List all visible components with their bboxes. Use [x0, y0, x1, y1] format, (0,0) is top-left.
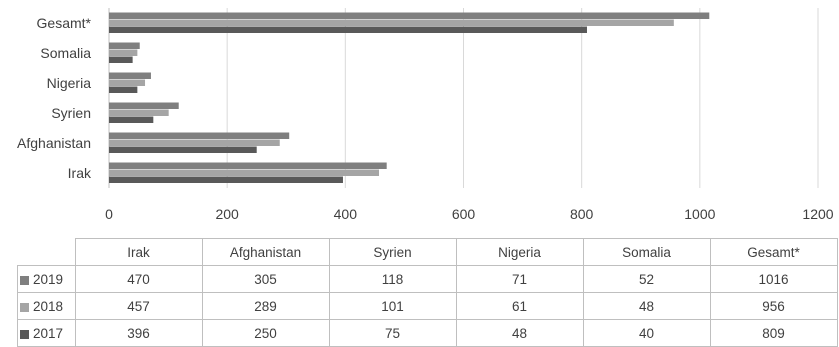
data-table-cell: 48	[582, 292, 711, 320]
bar	[109, 162, 387, 169]
data-table-cell: 1016	[709, 265, 838, 293]
bar	[109, 42, 140, 49]
x-tick-label: 200	[215, 206, 239, 222]
bar	[109, 49, 138, 56]
series-name: 2018	[33, 298, 64, 314]
data-table-cell: 457	[74, 292, 203, 320]
category-label: Afghanistan	[17, 135, 91, 151]
bar	[109, 146, 257, 153]
data-table-cell: 956	[709, 292, 838, 320]
bar	[109, 132, 290, 139]
bar	[109, 139, 280, 146]
data-table-cell: 75	[328, 319, 457, 347]
table-header-cell: Syrien	[328, 238, 457, 266]
bar	[109, 169, 380, 176]
data-table-cell: 396	[74, 319, 203, 347]
legend-swatch	[20, 329, 29, 339]
bar	[109, 56, 133, 63]
data-table-row: 2018 457 289 101 61 48 956	[17, 292, 838, 320]
table-header-cell: Irak	[74, 238, 203, 266]
category-label: Nigeria	[47, 75, 92, 91]
data-table-cell: 101	[328, 292, 457, 320]
bar	[109, 109, 169, 116]
x-tick-label: 400	[334, 206, 358, 222]
bar	[109, 26, 587, 33]
bar	[109, 72, 151, 79]
series-key: 2019	[17, 265, 76, 293]
x-axis-tick-labels: 0 200 400 600 800 1000 1200	[105, 206, 834, 222]
x-tick-label: 600	[452, 206, 476, 222]
data-table-cell: 470	[74, 265, 203, 293]
table-header-cell: Gesamt*	[709, 238, 838, 266]
data-table-cell: 305	[201, 265, 330, 293]
bars	[109, 12, 710, 183]
table-header-cell: Afghanistan	[201, 238, 330, 266]
gridlines	[108, 8, 819, 188]
table-header-cell: Nigeria	[455, 238, 584, 266]
data-table-cell: 48	[455, 319, 584, 347]
x-tick-label: 1000	[684, 206, 715, 222]
data-table-cell: 71	[455, 265, 584, 293]
data-table-cell: 61	[455, 292, 584, 320]
data-table-cell: 40	[582, 319, 711, 347]
data-table-cell: 118	[328, 265, 457, 293]
category-label: Gesamt*	[37, 15, 92, 31]
bar	[109, 79, 146, 86]
category-label: Somalia	[40, 45, 91, 61]
category-labels: Irak Afghanistan Syrien Nigeria Somalia Gesam…	[17, 15, 92, 181]
data-table-cell: 289	[201, 292, 330, 320]
bar	[109, 102, 179, 109]
bar-chart: Irak Afghanistan Syrien Nigeria Somalia Gesam…	[17, 8, 834, 222]
data-table: Irak Afghanistan Syrien Nigeria Somalia …	[17, 238, 838, 347]
legend-swatch	[20, 275, 29, 285]
category-label: Irak	[68, 165, 92, 181]
bar	[109, 116, 154, 123]
data-table-cell: 250	[201, 319, 330, 347]
x-tick-label: 800	[570, 206, 594, 222]
bar	[109, 19, 674, 26]
table-header-cell: Somalia	[582, 238, 711, 266]
table-corner	[17, 238, 76, 266]
x-tick-label: 1200	[802, 206, 833, 222]
bar	[109, 12, 710, 19]
data-table-cell: 809	[709, 319, 838, 347]
data-table-row: 2017 396 250 75 48 40 809	[17, 319, 838, 347]
bar	[109, 86, 138, 93]
category-label: Syrien	[51, 105, 91, 121]
data-table-header-row: Irak Afghanistan Syrien Nigeria Somalia …	[17, 238, 838, 266]
data-table-row: 2019 470 305 118 71 52 1016	[17, 265, 838, 293]
bar	[109, 176, 343, 183]
series-name: 2017	[33, 325, 64, 341]
series-name: 2019	[33, 271, 64, 287]
legend-swatch	[20, 302, 29, 312]
data-table-cell: 52	[582, 265, 711, 293]
series-key: 2018	[17, 292, 76, 320]
series-key: 2017	[17, 319, 76, 347]
x-tick-label: 0	[105, 206, 113, 222]
